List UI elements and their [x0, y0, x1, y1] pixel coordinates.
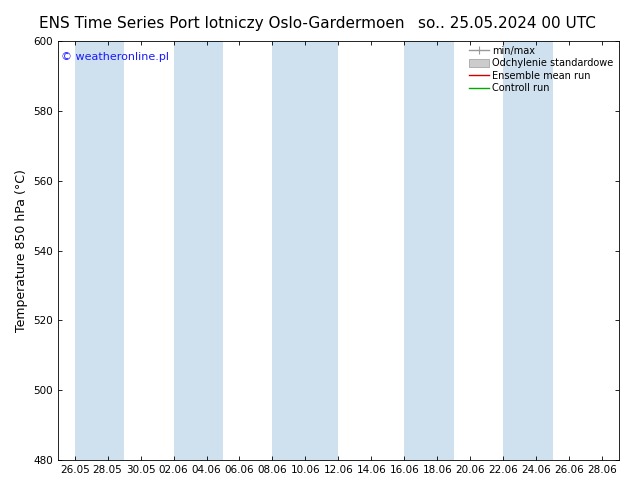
Bar: [273, 41, 339, 460]
Text: so.. 25.05.2024 00 UTC: so.. 25.05.2024 00 UTC: [418, 16, 596, 31]
Legend: min/max, Odchylenie standardowe, Ensemble mean run, Controll run: min/max, Odchylenie standardowe, Ensembl…: [467, 44, 616, 95]
Bar: [404, 41, 454, 460]
Y-axis label: Temperature 850 hPa (°C): Temperature 850 hPa (°C): [15, 169, 28, 332]
Bar: [503, 41, 553, 460]
Bar: [174, 41, 223, 460]
Text: ENS Time Series Port lotniczy Oslo-Gardermoen: ENS Time Series Port lotniczy Oslo-Garde…: [39, 16, 404, 31]
Text: © weatheronline.pl: © weatheronline.pl: [61, 51, 169, 62]
Bar: [75, 41, 124, 460]
